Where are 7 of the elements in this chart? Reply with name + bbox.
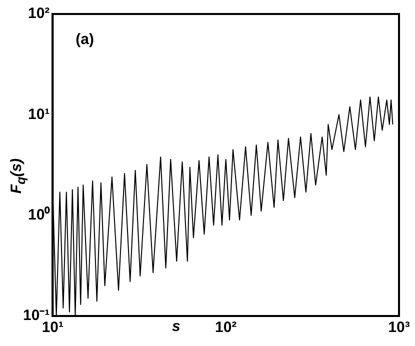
x-tick-label: 10³ (388, 319, 410, 336)
y-tick-label: 10⁰ (28, 205, 51, 224)
y-tick-label: 10¹ (28, 106, 50, 123)
y-tick-label: 10² (28, 5, 50, 22)
annotation: (a) (76, 31, 94, 48)
x-axis-title: s (172, 318, 180, 335)
x-tick-label: 10² (214, 319, 237, 336)
